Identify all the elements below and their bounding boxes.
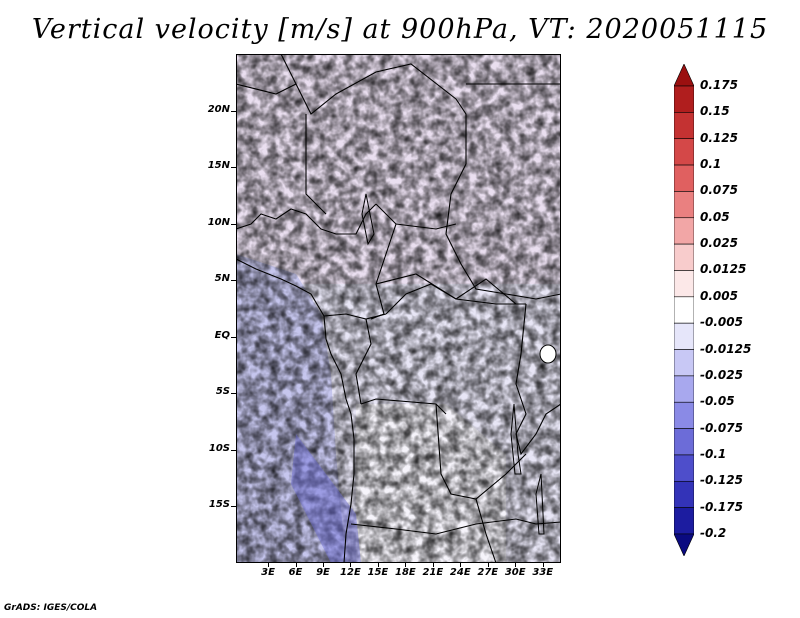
colorbar-segment <box>674 375 694 403</box>
colorbar-label: -0.075 <box>700 420 743 435</box>
colorbar-label: 0.075 <box>700 183 738 198</box>
lat-tick-mark <box>231 223 236 225</box>
colorbar-label: 0.15 <box>700 104 730 119</box>
lat-tick-mark <box>231 393 236 395</box>
lon-tick-label: 9E <box>316 567 330 578</box>
lon-tick-mark <box>322 563 324 567</box>
lon-tick-mark <box>487 563 489 567</box>
colorbar-label: -0.2 <box>700 526 727 540</box>
colorbar-segment <box>674 349 694 377</box>
map-frame <box>236 54 561 563</box>
chart-title: Vertical velocity [m/s] at 900hPa, VT: 2… <box>31 14 769 45</box>
lat-tick-label: 15N <box>207 160 230 172</box>
colorbar-label: 0.1 <box>700 157 722 172</box>
lat-tick-mark <box>231 167 236 169</box>
lon-tick-mark <box>515 563 517 567</box>
colorbar-label: -0.125 <box>700 473 743 488</box>
lat-tick-mark <box>231 110 236 112</box>
lat-tick-label: EQ <box>214 329 230 341</box>
lon-tick-label: 3E <box>261 567 275 578</box>
colorbar-segment <box>674 85 694 113</box>
colorbar-segment <box>674 454 694 482</box>
lon-tick-mark <box>405 563 407 567</box>
lon-tick-label: 18E <box>394 567 416 578</box>
lat-tick-mark <box>231 506 236 508</box>
colorbar-segment <box>674 296 694 324</box>
colorbar-segment <box>674 428 694 456</box>
colorbar-segment <box>674 401 694 429</box>
lat-tick-label: 10N <box>207 216 230 228</box>
lake-chad <box>361 193 375 246</box>
lon-tick-mark <box>460 563 462 567</box>
lon-tick-mark <box>295 563 297 567</box>
colorbar-label: 0.005 <box>700 288 738 303</box>
lat-tick-label: 10S <box>208 442 230 454</box>
lon-tick-mark <box>350 563 352 567</box>
colorbar-segment <box>674 64 694 87</box>
colorbar-label: -0.0125 <box>700 341 752 356</box>
colorbar-segment <box>674 270 694 298</box>
ocean-downdraft <box>291 434 361 563</box>
colorbar-label: 0.0125 <box>700 262 747 277</box>
lon-tick-label: 15E <box>367 567 389 578</box>
lon-tick-mark <box>268 563 270 567</box>
colorbar-segment <box>674 533 694 556</box>
lon-tick-label: 24E <box>449 567 471 578</box>
lat-tick-mark <box>231 280 236 282</box>
colorbar-segment <box>674 322 694 350</box>
colorbar-segment <box>674 112 694 140</box>
colorbar-label: 0.025 <box>700 236 738 251</box>
lon-tick-mark <box>377 563 379 567</box>
colorbar-segment <box>674 164 694 192</box>
colorbar-label: 0.175 <box>700 78 738 92</box>
lon-tick-label: 27E <box>477 567 499 578</box>
lon-tick-label: 30E <box>504 567 526 578</box>
footer-credit: GrADS: IGES/COLA <box>4 603 98 613</box>
lat-tick-mark <box>231 449 236 451</box>
colorbar-label: -0.1 <box>700 446 727 461</box>
colorbar-label: -0.005 <box>700 315 743 330</box>
colorbar-label: 0.125 <box>700 130 738 145</box>
lake-malawi <box>535 473 545 535</box>
lon-tick-label: 21E <box>422 567 444 578</box>
colorbar-label: -0.175 <box>700 499 743 514</box>
colorbar-segment <box>674 138 694 166</box>
downdraft-texture <box>236 54 561 563</box>
country-borders <box>236 54 561 563</box>
colorbar-label: 0.05 <box>700 209 730 224</box>
colorbar-segment <box>674 217 694 245</box>
colorbar <box>674 64 694 556</box>
colorbar-label: -0.025 <box>700 367 743 382</box>
lon-tick-mark <box>432 563 434 567</box>
colorbar-segment <box>674 243 694 271</box>
colorbar-segment <box>674 191 694 219</box>
lat-tick-label: 5S <box>215 386 230 398</box>
lat-tick-mark <box>231 336 236 338</box>
lat-tick-label: 20N <box>207 103 230 115</box>
colorbar-segment <box>674 507 694 535</box>
colorbar-segment <box>674 480 694 508</box>
lat-tick-label: 5N <box>214 273 230 285</box>
lat-tick-label: 15S <box>208 499 230 511</box>
lake-victoria <box>539 344 557 364</box>
lon-tick-label: 33E <box>532 567 554 578</box>
lon-tick-label: 6E <box>288 567 303 578</box>
velocity-map <box>236 54 561 563</box>
colorbar-label: -0.05 <box>700 394 735 409</box>
lon-tick-mark <box>542 563 544 567</box>
lake-tanganyika <box>510 403 522 475</box>
lon-tick-label: 12E <box>340 567 361 578</box>
